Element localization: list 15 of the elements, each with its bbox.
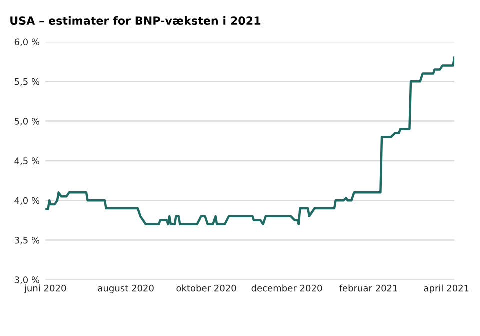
y-tick-label: 3,5 % [14, 236, 40, 245]
x-tick-label: juni 2020 [24, 284, 66, 294]
y-tick-label: 5,0 % [14, 118, 40, 126]
y-tick-label: 5,5 % [14, 78, 40, 86]
y-tick-label: 6,0 % [14, 38, 40, 46]
line-series [46, 56, 455, 226]
x-tick-label: oktober 2020 [176, 284, 236, 292]
x-tick-label: december 2020 [252, 284, 322, 292]
x-tick-label: februar 2021 [340, 284, 398, 292]
chart-title: USA – estimater for BNP-væksten i 2021 [10, 16, 261, 26]
x-tick-label: april 2021 [424, 284, 469, 294]
y-tick-label: 4,0 % [14, 197, 40, 206]
x-tick-label: august 2020 [98, 284, 154, 294]
y-tick-label: 3,0 % [14, 276, 40, 284]
y-tick-label: 4,5 % [14, 158, 40, 166]
